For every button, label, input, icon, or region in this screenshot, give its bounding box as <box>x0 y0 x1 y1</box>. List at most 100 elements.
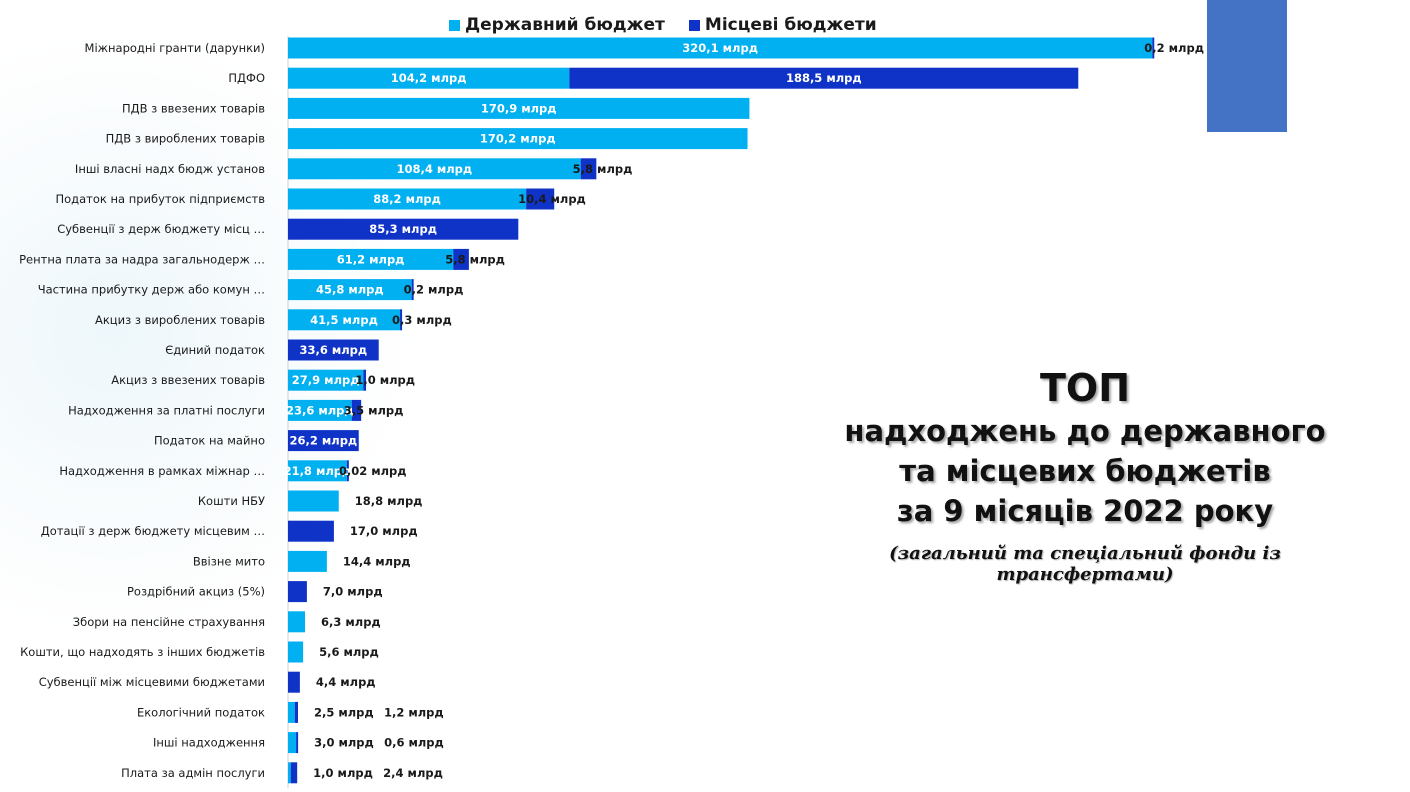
bar-local-budget <box>288 218 519 240</box>
category-label: Плата за адмін послуги <box>121 766 265 780</box>
data-label-local: 5,8 млрд <box>573 162 633 176</box>
bar-state-budget <box>288 188 527 210</box>
data-label-state: 88,2 млрд <box>373 192 441 206</box>
bar-state-budget <box>288 490 339 512</box>
bar-state-budget <box>288 641 304 663</box>
legend-swatch-local <box>688 19 700 31</box>
bar-local-budget <box>453 248 469 270</box>
data-label-state: 18,8 млрд <box>355 494 423 508</box>
data-label-state: 2,5 млрд <box>314 705 374 719</box>
category-label: Рентна плата за надра загальнодерж … <box>19 252 265 266</box>
data-label-state: 5,6 млрд <box>319 645 379 659</box>
bar-local-budget <box>400 309 403 331</box>
data-label-state: 27,9 млрд <box>292 373 360 387</box>
data-label-local: 1,2 млрд <box>384 705 444 719</box>
bar-local-budget <box>363 369 367 391</box>
data-label-state: 108,4 млрд <box>396 162 472 176</box>
title-main: ТОП <box>1039 366 1131 410</box>
data-label-local: 2,4 млрд <box>383 766 443 780</box>
title-line-2: та місцевих бюджетів <box>899 454 1271 488</box>
category-label: Субвенції з держ бюджету місц … <box>57 222 265 236</box>
legend-swatch-state <box>449 19 460 31</box>
data-label-local: 0,2 млрд <box>1144 41 1204 55</box>
category-label: Кошти НБУ <box>198 494 265 508</box>
bar-local-budget <box>411 279 414 301</box>
category-label: Акциз з ввезених товарів <box>111 373 265 387</box>
bar-local-budget <box>346 460 349 482</box>
category-label: Кошти, що надходять з інших бюджетів <box>20 645 265 659</box>
bar-state-budget <box>288 97 750 119</box>
bar-state-budget <box>288 732 297 754</box>
title-subtitle: (загальний та спеціальний фонди із транс… <box>889 543 1281 585</box>
legend-item-local: Місцеві бюджети <box>688 15 877 35</box>
category-label: Акциз з вироблених товарів <box>95 313 265 327</box>
category-label: Податок на майно <box>154 434 265 448</box>
bar-local-budget <box>294 701 298 723</box>
data-label-local: 10,4 млрд <box>518 192 586 206</box>
bar-local-budget <box>1152 37 1155 59</box>
category-label: Надходження в рамках міжнар … <box>59 464 265 478</box>
bar-state-budget <box>288 158 581 180</box>
title-line-1: надходжень до державного <box>844 414 1326 448</box>
bar-local-budget <box>296 732 299 754</box>
category-label: Інші власні надх бюдж установ <box>75 162 265 176</box>
data-label-state: 45,8 млрд <box>316 283 384 297</box>
legend-label-state: Державний бюджет <box>465 15 665 35</box>
data-label-local: 17,0 млрд <box>350 524 418 538</box>
data-label-state: 14,4 млрд <box>343 554 411 568</box>
category-label: ПДВ з ввезених товарів <box>122 101 265 115</box>
legend-label-local: Місцеві бюджети <box>704 15 877 35</box>
data-label-local: 5,8 млрд <box>445 252 505 266</box>
data-label-local: 4,4 млрд <box>316 675 376 689</box>
bar-state-budget <box>288 279 412 301</box>
category-label: Надходження за платні послуги <box>68 403 265 417</box>
bar-state-budget <box>288 309 401 331</box>
data-label-state: 6,3 млрд <box>321 615 381 629</box>
bar-local-budget <box>288 671 300 693</box>
data-label-state: 1,0 млрд <box>313 766 373 780</box>
category-label: Частина прибутку держ або комун … <box>38 283 265 297</box>
bar-state-budget <box>288 128 748 150</box>
bar-state-budget <box>288 248 454 270</box>
bar-local-budget <box>526 188 555 210</box>
data-label-local: 0,02 млрд <box>339 464 407 478</box>
data-label-local: 0,6 млрд <box>384 736 444 750</box>
data-label-state: 170,2 млрд <box>480 132 556 146</box>
data-label-local: 1,0 млрд <box>355 373 415 387</box>
decorative-rectangle <box>1207 0 1287 132</box>
bar-local-budget <box>288 339 379 361</box>
bar-local-budget <box>351 399 362 421</box>
data-label-state: 41,5 млрд <box>310 313 378 327</box>
bar-state-budget <box>288 701 295 723</box>
data-label-state: 104,2 млрд <box>391 71 467 85</box>
bar-local-budget <box>569 67 1079 89</box>
category-label: Ввізне мито <box>193 554 265 568</box>
data-label-local: 85,3 млрд <box>369 222 437 236</box>
category-label: Збори на пенсійне страхування <box>73 615 265 629</box>
category-label: Субвенції між місцевими бюджетами <box>39 675 265 689</box>
category-label: Податок на прибуток підприємств <box>55 192 265 206</box>
data-label-state: 320,1 млрд <box>682 41 758 55</box>
data-label-state: 21,8 млрд <box>284 464 352 478</box>
bar-local-budget <box>290 762 298 784</box>
category-label: Дотації з держ бюджету місцевим … <box>41 524 265 538</box>
bar-state-budget <box>288 37 1153 59</box>
data-label-state: 170,9 млрд <box>481 101 557 115</box>
data-label-local: 0,2 млрд <box>404 283 464 297</box>
data-label-state: 61,2 млрд <box>337 252 405 266</box>
bar-state-budget <box>288 399 352 421</box>
category-label: Роздрібний акциз (5%) <box>127 585 265 599</box>
category-label: Екологічний податок <box>137 705 265 719</box>
data-label-local: 33,6 млрд <box>299 343 367 357</box>
legend-item-state: Державний бюджет <box>449 15 665 35</box>
bar-local-budget <box>580 158 597 180</box>
bar-state-budget <box>288 369 364 391</box>
bar-state-budget <box>288 762 291 784</box>
data-label-local: 7,0 млрд <box>323 585 383 599</box>
bar-local-budget <box>288 520 334 542</box>
bar-state-budget <box>288 460 347 482</box>
bar-local-budget <box>288 581 307 603</box>
category-label: ПДФО <box>228 71 265 85</box>
category-label: Єдиний податок <box>165 343 265 357</box>
